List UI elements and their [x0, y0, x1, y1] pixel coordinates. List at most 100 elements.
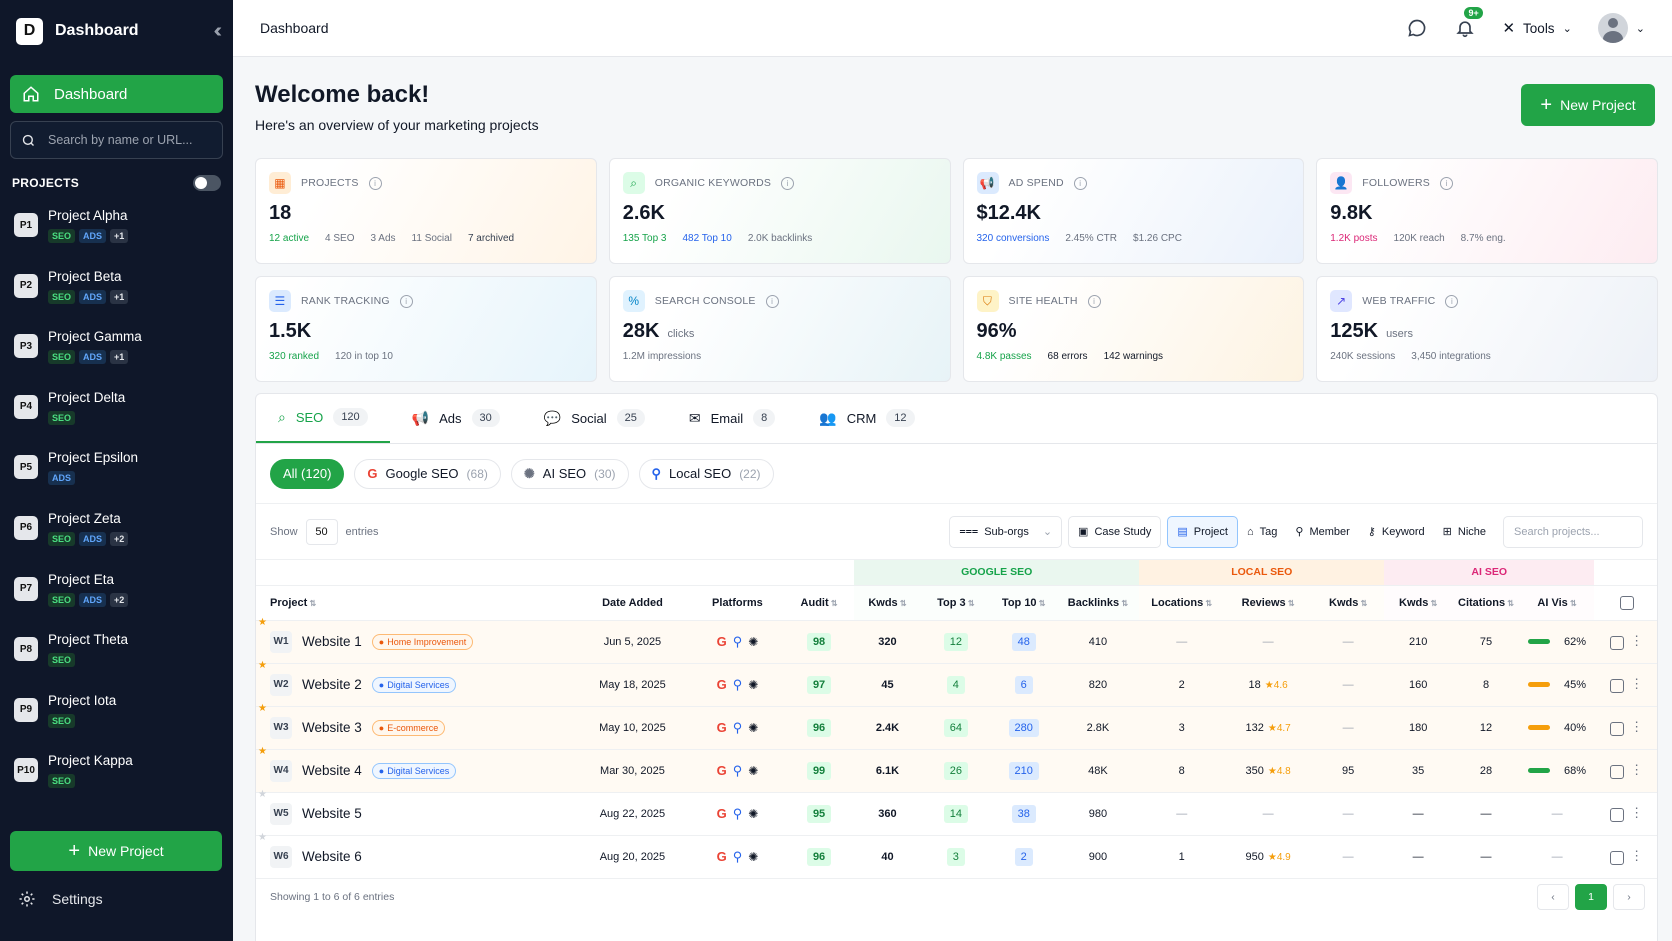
table-row[interactable]: ★ W3 Website 3 ● E-commerce May 10, 2025 G ⚲ ✺ 96…: [256, 702, 1657, 750]
column-header[interactable]: Audit ⇅: [784, 585, 855, 621]
niche-filter[interactable]: ⊞ Niche: [1434, 516, 1495, 548]
tab-crm[interactable]: 👥 CRM 12: [797, 394, 936, 443]
sidebar-project-item[interactable]: P3 Project Gamma SEO ADS +1: [0, 321, 233, 382]
column-header[interactable]: Project ⇅: [256, 585, 575, 621]
tools-menu[interactable]: ✕ Tools ⌄: [1502, 19, 1571, 37]
sidebar-project-item[interactable]: P8 Project Theta SEO: [0, 624, 233, 685]
column-header[interactable]: Citations ⇅: [1452, 585, 1520, 621]
website-name[interactable]: Website 6: [302, 849, 362, 864]
row-checkbox[interactable]: [1610, 678, 1625, 693]
select-all-checkbox[interactable]: [1594, 585, 1657, 621]
prev-page-button[interactable]: ‹: [1537, 884, 1569, 910]
filter-pill[interactable]: ⚲ Local SEO (22): [638, 458, 774, 489]
chat-icon[interactable]: [1406, 17, 1428, 39]
collapse-sidebar-icon[interactable]: ‹‹: [213, 19, 223, 42]
website-name[interactable]: Website 1: [302, 634, 362, 649]
more-options-icon[interactable]: ⋮: [1630, 633, 1644, 649]
project-filter[interactable]: ▤ Project: [1167, 515, 1238, 548]
table-row[interactable]: ★ W1 Website 1 ● Home Improvement Jun 5, 2025…: [256, 616, 1657, 664]
next-page-button[interactable]: ›: [1613, 884, 1645, 910]
bell-icon[interactable]: 9+: [1454, 7, 1483, 39]
filter-pill[interactable]: ✺ AI SEO (30): [510, 458, 629, 489]
new-project-button[interactable]: + New Project: [1521, 84, 1655, 126]
stat-card[interactable]: ⛉ SITE HEALTH i 96% 4.8K passes 68 errors 142 …: [962, 276, 1305, 382]
more-options-icon[interactable]: ⋮: [1630, 805, 1644, 821]
column-header[interactable]: Top 10 ⇅: [990, 585, 1057, 621]
sidebar-project-item[interactable]: P7 Project Eta SEO ADS +2: [0, 564, 233, 625]
search-projects-input[interactable]: Search projects...: [1503, 515, 1643, 548]
filter-pill[interactable]: G Google SEO (68): [354, 458, 501, 489]
sidebar-project-item[interactable]: P9 Project Iota SEO: [0, 685, 233, 746]
projects-toggle[interactable]: [193, 175, 221, 191]
stat-card[interactable]: ⌕ ORGANIC KEYWORDS i 2.6K 135 Top 3 482 Top 1…: [608, 158, 951, 264]
tab-seo[interactable]: ⌕ SEO 120: [256, 394, 390, 443]
more-options-icon[interactable]: ⋮: [1630, 762, 1644, 778]
sidebar-project-item[interactable]: P2 Project Beta SEO ADS +1: [0, 261, 233, 322]
stat-card[interactable]: ↗ WEB TRAFFIC i 125K users 240K sessions 3,450…: [1316, 276, 1658, 382]
table-row[interactable]: ★ W5 Website 5 Aug 22, 2025 G ⚲ ✺ 95 360 14 38 980—…: [256, 788, 1657, 836]
info-icon[interactable]: i: [1087, 294, 1101, 308]
column-header[interactable]: Platforms: [690, 585, 785, 621]
row-checkbox[interactable]: [1610, 850, 1625, 865]
sidebar-project-item[interactable]: P1 Project Alpha SEO ADS +1: [0, 200, 233, 261]
table-row[interactable]: ★ W4 Website 4 ● Digital Services Mar 30, 202…: [256, 745, 1657, 793]
sidebar-project-item[interactable]: P4 Project Delta SEO: [0, 382, 233, 443]
info-icon[interactable]: i: [399, 294, 413, 308]
stat-card[interactable]: ▦ PROJECTS i 18 12 active 4 SEO 3 Ads 11 Social…: [255, 158, 597, 264]
star-icon[interactable]: ★: [258, 659, 267, 671]
star-icon[interactable]: ★: [258, 745, 267, 757]
more-options-icon[interactable]: ⋮: [1630, 676, 1644, 692]
stat-card[interactable]: 📢 AD SPEND i $12.4K 320 conversions 2.45% CTR…: [962, 158, 1305, 264]
column-header[interactable]: Reviews ⇅: [1224, 585, 1313, 621]
star-icon[interactable]: ★: [258, 702, 267, 714]
column-header[interactable]: Kwds ⇅: [854, 585, 921, 621]
row-checkbox[interactable]: [1610, 764, 1625, 779]
column-header[interactable]: AI Vis ⇅: [1519, 585, 1595, 621]
tab-social[interactable]: 💬 Social 25: [522, 394, 667, 443]
info-icon[interactable]: i: [1073, 176, 1087, 190]
stat-card[interactable]: 👤 FOLLOWERS i 9.8K 1.2K posts 120K reach 8.7% …: [1316, 158, 1658, 264]
website-name[interactable]: Website 2: [302, 677, 362, 692]
row-checkbox[interactable]: [1610, 721, 1625, 736]
sidebar-project-item[interactable]: P6 Project Zeta SEO ADS +2: [0, 503, 233, 564]
table-row[interactable]: ★ W2 Website 2 ● Digital Services May 18, 202…: [256, 659, 1657, 707]
info-icon[interactable]: i: [1445, 294, 1459, 308]
more-options-icon[interactable]: ⋮: [1630, 719, 1644, 735]
column-header[interactable]: Backlinks ⇅: [1056, 585, 1140, 621]
info-icon[interactable]: i: [765, 294, 779, 308]
more-options-icon[interactable]: ⋮: [1630, 848, 1644, 864]
tag-filter[interactable]: ⌂ Tag: [1238, 516, 1286, 548]
stat-card[interactable]: % SEARCH CONSOLE i 28K clicks 1.2M impression…: [608, 276, 951, 382]
member-filter[interactable]: ⚲ Member: [1286, 516, 1358, 548]
table-row[interactable]: ★ W6 Website 6 Aug 20, 2025 G ⚲ ✺ 96 40 3 2 900 1 950…: [256, 831, 1657, 879]
star-icon[interactable]: ★: [258, 788, 267, 800]
website-name[interactable]: Website 4: [302, 763, 362, 778]
website-name[interactable]: Website 5: [302, 806, 362, 821]
row-checkbox[interactable]: [1610, 635, 1625, 650]
column-header[interactable]: Top 3 ⇅: [920, 585, 991, 621]
row-checkbox[interactable]: [1610, 807, 1625, 822]
tab-ads[interactable]: 📢 Ads 30: [390, 394, 522, 443]
column-header[interactable]: Kwds ⇅: [1312, 585, 1385, 621]
sidebar-item-settings[interactable]: Settings: [18, 890, 103, 908]
info-icon[interactable]: i: [781, 176, 795, 190]
sidebar-project-item[interactable]: P5 Project Epsilon ADS: [0, 442, 233, 503]
suborgs-filter[interactable]: ⩶ Sub-orgs ⌄: [949, 515, 1063, 548]
info-icon[interactable]: i: [1439, 176, 1453, 190]
sidebar-search-input[interactable]: Search by name or URL...: [10, 121, 223, 159]
info-icon[interactable]: i: [368, 176, 382, 190]
star-icon[interactable]: ★: [258, 831, 267, 843]
sidebar-item-dashboard[interactable]: Dashboard: [10, 75, 223, 113]
sidebar-new-project-button[interactable]: + New Project: [10, 831, 222, 871]
filter-pill[interactable]: All (120): [270, 458, 345, 489]
keyword-filter[interactable]: ⚷ Keyword: [1359, 516, 1434, 548]
entries-select[interactable]: 50: [305, 518, 338, 545]
stat-card[interactable]: ☰ RANK TRACKING i 1.5K 320 ranked 120 in top …: [255, 276, 597, 382]
column-header[interactable]: Kwds ⇅: [1384, 585, 1453, 621]
page-button[interactable]: 1: [1575, 884, 1607, 910]
website-name[interactable]: Website 3: [302, 720, 362, 735]
user-menu[interactable]: ⌄: [1597, 13, 1645, 43]
sidebar-project-item[interactable]: P10 Project Kappa SEO: [0, 745, 233, 806]
star-icon[interactable]: ★: [258, 616, 267, 628]
column-header[interactable]: Date Added: [574, 585, 691, 621]
